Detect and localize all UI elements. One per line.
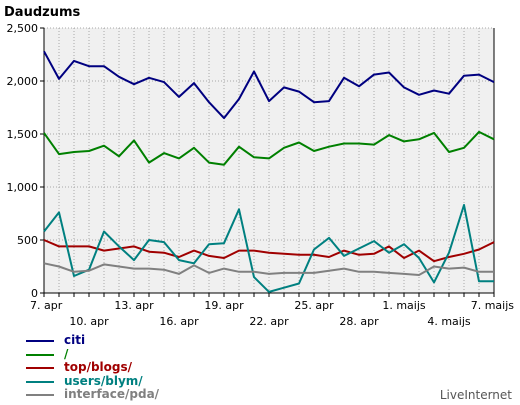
chart-title: Daudzums (4, 5, 80, 20)
y-tick-label: 500 (17, 234, 38, 247)
legend-label: interface/pda/ (64, 387, 160, 401)
x-tick-label: 19. apr (204, 299, 244, 312)
x-tick-label: 22. apr (249, 315, 289, 328)
brand-label: LiveInternet (439, 388, 512, 402)
legend-item-citi: citi (26, 333, 246, 348)
legend-label: top/blogs/ (64, 360, 133, 374)
x-tick-label: 28. apr (339, 315, 379, 328)
legend-swatch (26, 353, 54, 356)
grid-lines (44, 27, 494, 293)
x-tick-label: 7. apr (30, 299, 63, 312)
x-axis-ticks: 7. apr 13. apr 19. apr 25. apr 1. maijs 7. ma… (30, 293, 514, 328)
legend-swatch (26, 394, 54, 396)
x-tick-label: 7. maijs (471, 299, 515, 312)
series-line-root (43, 130, 495, 166)
legend-swatch (26, 380, 54, 383)
x-tick-label: 4. maijs (427, 315, 471, 328)
series-line-top-blogs (43, 239, 495, 263)
x-tick-label: 25. apr (294, 299, 334, 312)
x-tick-label: 1. maijs (382, 299, 426, 312)
legend-swatch (26, 340, 54, 342)
x-tick-label: 16. apr (159, 315, 199, 328)
legend-swatch (26, 367, 54, 369)
y-tick-label: 2,000 (7, 75, 39, 88)
series-line-users-blym (43, 204, 494, 293)
legend-item-users-blym: users/blym/ (26, 373, 246, 389)
y-tick-label: 0 (31, 287, 38, 300)
legend: citi / top/blogs/users/blym/interface/pda/ (26, 333, 246, 402)
y-tick-label: 1,000 (7, 181, 39, 194)
legend-label: users/blym/ (64, 373, 143, 388)
legend-label: / (64, 346, 69, 361)
y-tick-label: 2,500 (7, 22, 39, 35)
legend-item-top-blogs: top/blogs/ (26, 360, 246, 375)
series-lines (43, 50, 495, 293)
y-tick-label: 1,500 (7, 128, 39, 141)
legend-label: citi (64, 333, 86, 347)
legend-item-root: / (26, 346, 246, 362)
legend-item-interface-pda: interface/pda/ (26, 387, 246, 402)
x-tick-label: 13. apr (114, 299, 154, 312)
y-axis-ticks: 0 500 1,000 1,500 2,000 2,500 (7, 22, 44, 300)
series-line-interface-pda (43, 262, 494, 276)
x-tick-label: 10. apr (69, 315, 109, 328)
series-line-citi (43, 50, 495, 120)
